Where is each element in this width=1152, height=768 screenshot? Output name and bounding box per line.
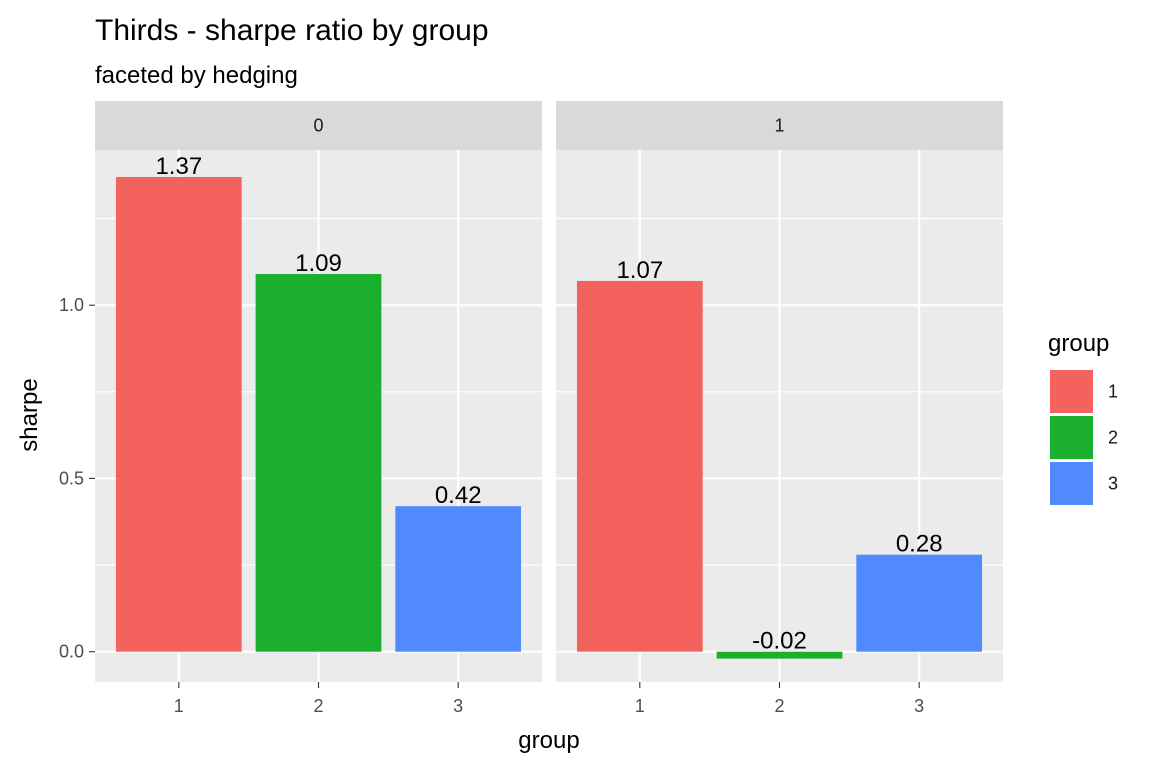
bar-group-2: [716, 651, 843, 659]
data-label: 1.37: [155, 153, 202, 180]
data-label: -0.02: [752, 628, 807, 655]
legend-label: 2: [1108, 428, 1118, 448]
legend-key-2: [1050, 416, 1093, 459]
facet-panel-0: 0 1.37 1.09 0.42 1 2 3: [95, 101, 542, 716]
y-tick-label: 0.0: [59, 642, 84, 662]
x-tick-label: 1: [635, 696, 645, 716]
data-label: 1.07: [616, 257, 663, 284]
x-tick-label: 3: [453, 696, 463, 716]
bar-group-2: [255, 274, 382, 652]
facet-strip-background: [95, 101, 542, 150]
facet-strip-label: 1: [774, 116, 784, 136]
data-label: 0.42: [435, 482, 482, 509]
y-axis-title: sharpe: [16, 378, 43, 451]
data-label: 1.09: [295, 250, 342, 277]
legend-key-3: [1050, 462, 1093, 505]
legend-label: 3: [1108, 474, 1118, 494]
data-label: 0.28: [896, 531, 943, 558]
bar-group-1: [576, 280, 703, 652]
bar-group-3: [395, 506, 522, 652]
legend: group 1 2 3: [1048, 330, 1118, 505]
x-tick-label: 2: [774, 696, 784, 716]
y-tick-label: 1.0: [59, 295, 84, 315]
legend-title: group: [1048, 330, 1109, 357]
legend-label: 1: [1108, 382, 1118, 402]
x-tick-label: 3: [914, 696, 924, 716]
y-axis: 0.0 0.5 1.0: [59, 295, 95, 662]
bar-group-3: [856, 554, 983, 652]
legend-key-1: [1050, 370, 1093, 413]
bar-group-1: [115, 176, 242, 652]
facet-panels: 0 1.37 1.09 0.42 1 2 3 1 1.07 -0.02 0.28 1 2 3: [95, 101, 1003, 716]
x-axis-title: group: [518, 727, 579, 754]
chart-title: Thirds - sharpe ratio by group: [95, 14, 489, 47]
x-tick-label: 1: [174, 696, 184, 716]
x-tick-label: 2: [313, 696, 323, 716]
facet-strip-label: 0: [313, 116, 323, 136]
y-tick-label: 0.5: [59, 468, 84, 488]
facet-strip-background: [556, 101, 1003, 150]
facet-panel-1: 1 1.07 -0.02 0.28 1 2 3: [556, 101, 1003, 716]
chart-subtitle: faceted by hedging: [95, 62, 298, 89]
